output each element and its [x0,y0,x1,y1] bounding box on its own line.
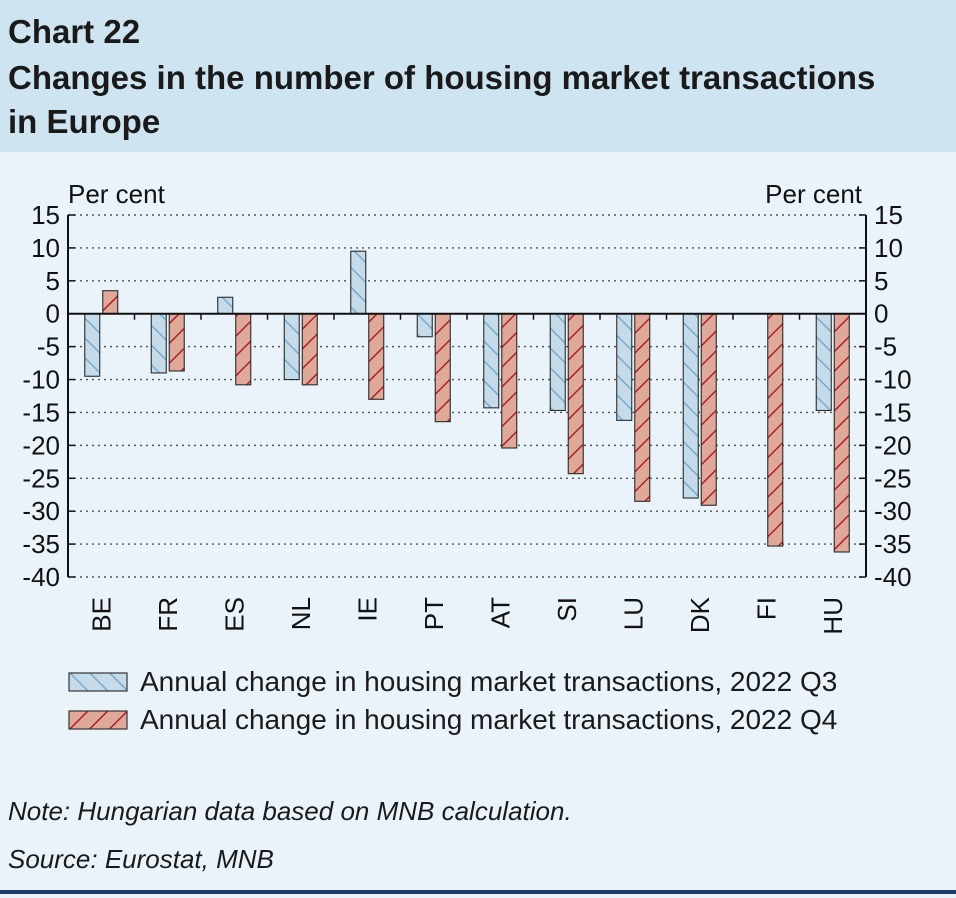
chart-number: Chart 22 [8,13,141,50]
bar-q4-hu [833,313,850,553]
y-tick-label-left: -35 [22,529,60,559]
bar-q4-es [235,313,252,386]
y-tick-label-left: -25 [22,463,60,493]
legend-label-q3: Annual change in housing market transact… [140,666,838,697]
chart-note: Note: Hungarian data based on MNB calcul… [8,796,572,826]
bar-q3-be [84,313,101,377]
y-tick-label-left: 5 [46,266,60,296]
chart-source: Source: Eurostat, MNB [8,844,274,874]
y-tick-label-left: -30 [22,496,60,526]
bar-q4-ie [368,313,385,400]
y-tick-label-right: 15 [874,200,903,230]
bar-q3-lu [616,313,633,421]
legend-item-q3: Annual change in housing market transact… [68,663,938,701]
y-tick-label-right: -40 [874,562,912,592]
y-tick-label-right: -15 [874,397,912,427]
category-label-lu: LU [618,597,648,630]
legend-swatch-q4 [68,710,128,730]
y-axis-label-left: Per cent [68,179,166,209]
y-tick-label-right: -35 [874,529,912,559]
category-label-be: BE [86,597,116,632]
bar-q3-es [217,296,234,315]
bar-q3-dk [682,313,699,499]
y-tick-label-right: -25 [874,463,912,493]
y-tick-label-left: -40 [22,562,60,592]
bar-q3-pt [416,313,433,338]
bar-q4-at [501,313,518,449]
y-tick-label-right: 5 [874,266,888,296]
legend-item-q4: Annual change in housing market transact… [68,701,938,739]
bar-q4-be [102,290,119,315]
category-label-nl: NL [286,597,316,630]
bar-q4-nl [301,313,318,386]
y-tick-label-left: -10 [22,365,60,395]
y-tick-label-left: 0 [46,299,60,329]
legend-swatch-q3 [68,672,128,692]
chart-header: Chart 22 Changes in the number of housin… [0,0,956,152]
legend-label-q4: Annual change in housing market transact… [140,704,838,735]
bar-q3-nl [283,313,300,381]
chart-title: Changes in the number of housing market … [8,59,876,140]
bar-q4-fi [767,313,784,547]
category-label-at: AT [485,597,515,628]
category-label-es: ES [219,597,249,632]
bar-q4-fr [168,313,185,372]
category-label-fr: FR [153,597,183,632]
bar-q3-fr [150,313,167,374]
bar-q3-hu [815,313,832,412]
y-axis-label-right: Per cent [765,179,863,209]
y-tick-label-left: 10 [31,233,60,263]
y-tick-label-right: -20 [874,430,912,460]
bar-q4-lu [634,313,651,502]
category-label-dk: DK [685,596,715,633]
bar-q3-at [483,313,500,409]
category-label-fi: FI [751,597,781,620]
legend: Annual change in housing market transact… [68,663,938,739]
y-tick-label-right: -10 [874,365,912,395]
category-label-si: SI [552,597,582,622]
bar-q4-dk [700,313,717,506]
y-tick-label-right: -30 [874,496,912,526]
bar-q4-pt [434,313,451,423]
bar-q3-si [549,313,566,412]
y-tick-label-left: 15 [31,200,60,230]
y-tick-label-right: 0 [874,299,888,329]
y-tick-label-right: -5 [874,332,897,362]
bottom-rule [0,890,956,894]
y-tick-label-left: -5 [37,332,60,362]
category-label-hu: HU [818,597,848,635]
y-tick-label-left: -15 [22,397,60,427]
y-tick-label-left: -20 [22,430,60,460]
category-label-pt: PT [419,597,449,630]
y-tick-label-right: 10 [874,233,903,263]
category-label-ie: IE [352,597,382,622]
bar-q3-ie [350,250,367,315]
bar-q4-si [567,313,584,475]
